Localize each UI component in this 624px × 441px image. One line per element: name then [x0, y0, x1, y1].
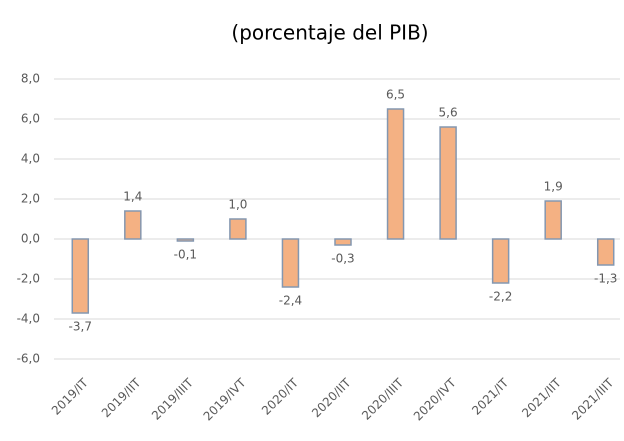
bar	[439, 126, 457, 240]
value-label: -2,4	[279, 294, 302, 308]
value-label: 6,5	[386, 88, 405, 102]
bar	[281, 238, 300, 288]
x-tick-label: 2020/IIIT	[359, 375, 407, 423]
y-tick-label: -4,0	[17, 312, 40, 326]
chart-title: (porcentaje del PIB)	[231, 21, 428, 45]
bar	[229, 218, 247, 240]
value-label: -3,7	[69, 320, 92, 334]
value-label: -0,1	[174, 248, 197, 262]
y-tick-label: -6,0	[17, 352, 40, 366]
y-tick-label: -2,0	[17, 272, 40, 286]
y-tick-label: 4,0	[21, 152, 40, 166]
bar	[124, 210, 142, 240]
value-label: -0,3	[331, 252, 354, 266]
value-label: -1,3	[594, 272, 617, 286]
x-tick-label: 2020/IVT	[411, 375, 459, 423]
bar	[596, 238, 615, 266]
bar	[491, 238, 510, 284]
x-tick-label: 2021/IT	[469, 375, 512, 418]
x-tick-label: 2020/IIT	[309, 375, 354, 420]
x-tick-label: 2019/IIIT	[149, 375, 197, 423]
x-tick-label: 2021/IIIT	[569, 375, 617, 423]
bar	[176, 238, 195, 242]
y-tick-label: 8,0	[21, 72, 40, 86]
x-tick-label: 2019/IIT	[99, 375, 144, 420]
x-tick-label: 2020/IT	[259, 375, 302, 418]
value-label: 1,0	[228, 198, 247, 212]
x-tick-label: 2021/IIT	[519, 375, 564, 420]
y-tick-label: 0,0	[21, 232, 40, 246]
y-tick-label: 6,0	[21, 112, 40, 126]
bar	[386, 108, 405, 240]
bar	[334, 238, 352, 246]
x-tick-label: 2019/IVT	[201, 375, 249, 423]
bar	[71, 238, 90, 314]
value-label: -2,2	[489, 290, 512, 304]
x-tick-label: 2019/IT	[49, 375, 92, 418]
bar	[544, 200, 562, 240]
value-label: 5,6	[439, 106, 458, 120]
y-tick-label: 2,0	[21, 192, 40, 206]
value-label: 1,4	[123, 190, 142, 204]
value-label: 1,9	[544, 180, 563, 194]
